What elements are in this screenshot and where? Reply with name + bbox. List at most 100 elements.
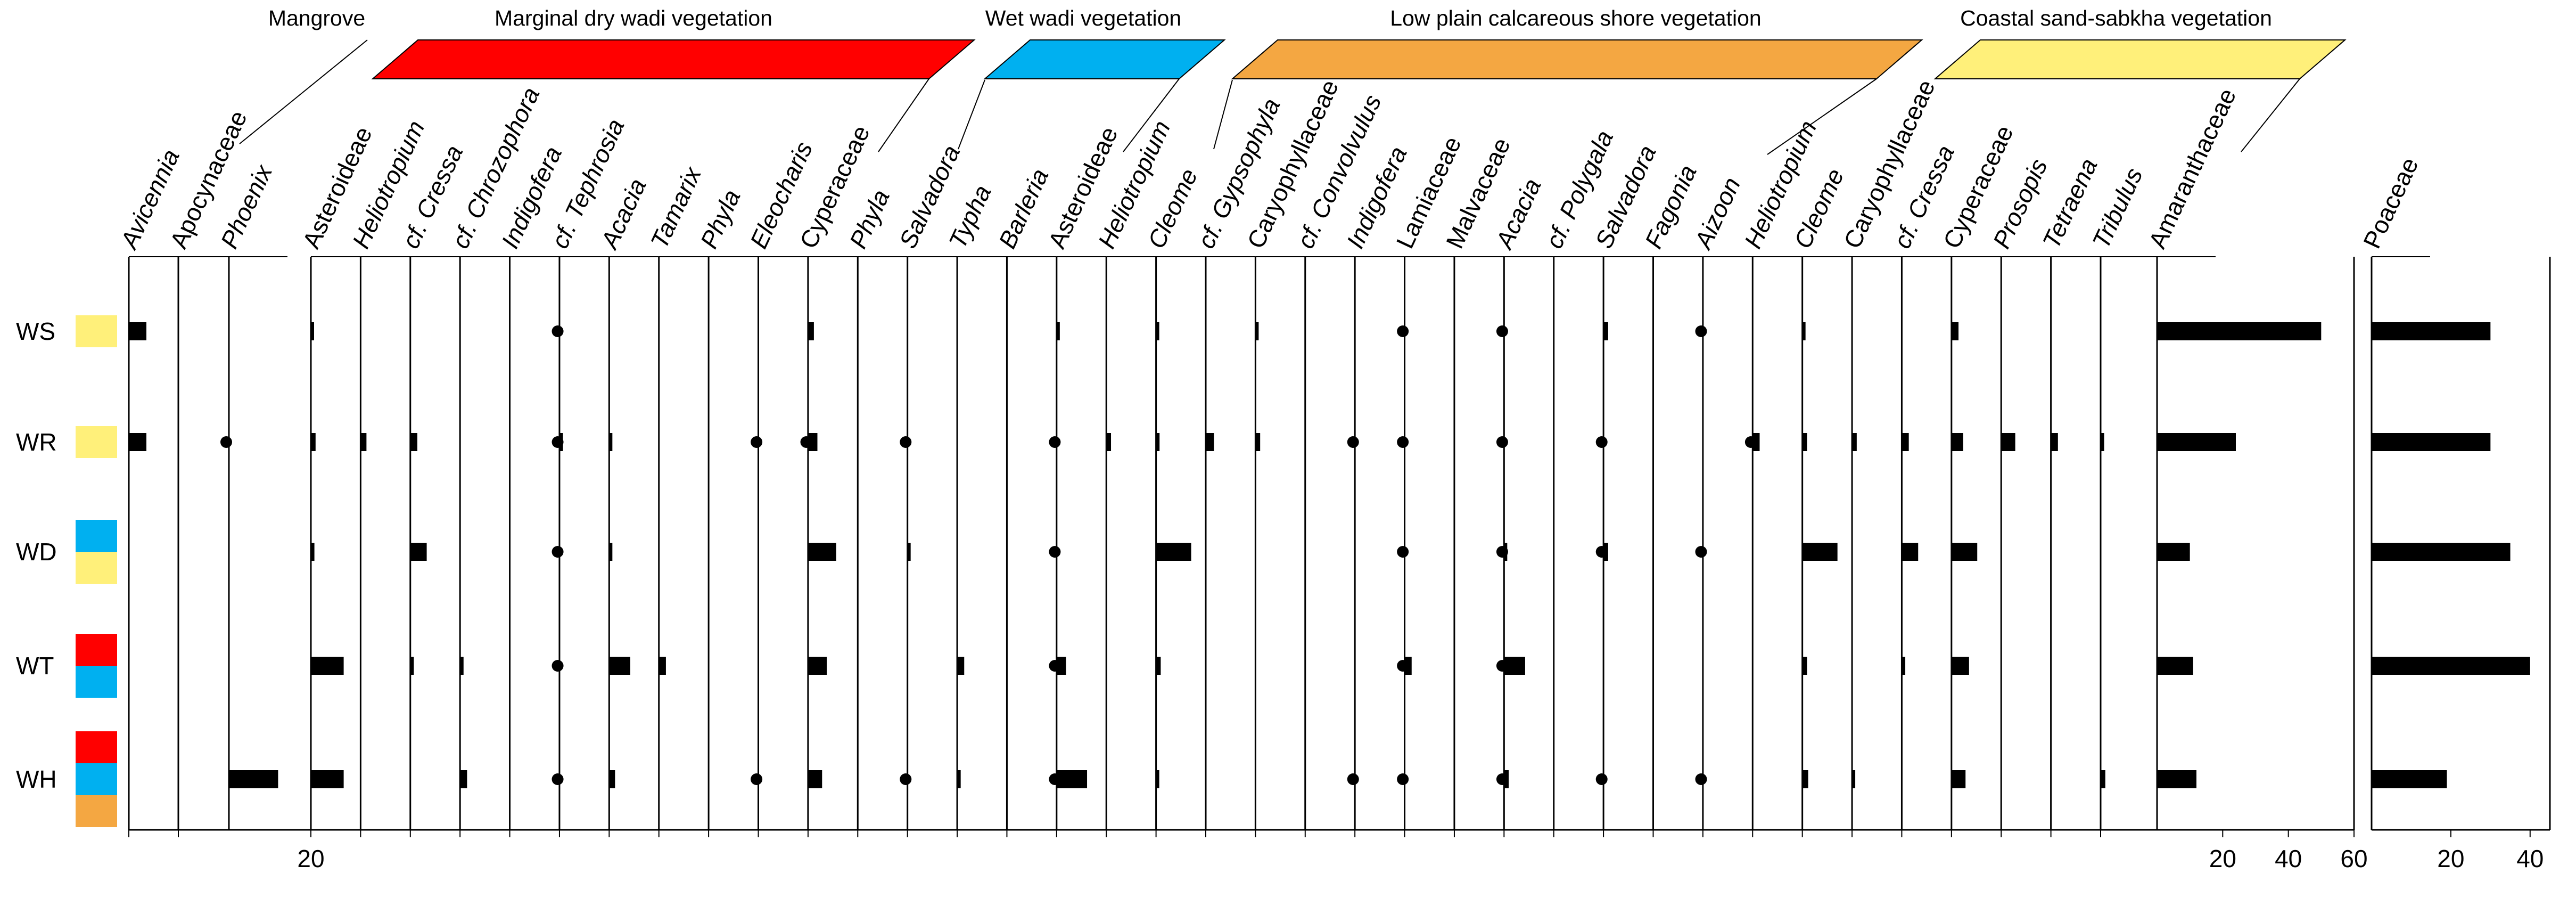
abundance-bar [808,433,818,451]
abundance-bar [609,770,615,788]
abundance-bar [2372,433,2491,451]
abundance-bar [2051,433,2058,451]
abundance-bar [129,433,146,451]
abundance-bar [1056,770,1088,788]
abundance-bar [808,770,822,788]
abundance-bar [1951,657,1969,675]
sample-vegetation-swatch [76,634,117,666]
presence-dot [552,660,564,672]
group-connector [1123,78,1180,152]
abundance-bar [1504,543,1508,561]
presence-dot [1695,773,1707,785]
group-title: Marginal dry wadi vegetation [495,6,772,30]
taxon-label: Acacia [1489,174,1546,254]
presence-dot [751,773,763,785]
abundance-bar [410,433,417,451]
vegetation-group-bands: Mangrove Marginal dry wadi vegetation Wet … [239,6,2347,155]
group-band [1933,39,2347,79]
presence-dot [1347,773,1359,785]
abundance-bar [129,322,146,340]
group-title: Mangrove [268,6,365,30]
taxon-label: Poaceae [2358,153,2424,253]
sample-label: WR [16,428,57,456]
sample-labels: WS WR WD WT WH [16,315,117,827]
abundance-bar [609,657,630,675]
group-connector [958,79,985,150]
group-band [983,39,1226,79]
x-tick-label: 20 [2209,845,2236,872]
abundance-bar [1156,433,1160,451]
abundance-bar [1504,770,1509,788]
abundance-bar [410,543,427,561]
abundance-bar [311,433,316,451]
presence-dot [1397,325,1409,337]
abundance-bar [1902,657,1906,675]
taxon-label: Phyla [844,185,895,252]
x-tick-label: 60 [2340,845,2367,872]
abundance-bar [1255,433,1261,451]
abundance-bar [2372,543,2511,561]
abundance-bar [1802,770,1808,788]
abundance-bar [808,657,827,675]
abundance-bar [2372,657,2530,675]
abundance-bar [559,433,563,451]
abundance-bar [2101,770,2105,788]
abundance-bar [1802,657,1807,675]
taxon-label: Acacia [595,174,652,254]
abundance-bar [957,657,965,675]
abundance-bar [2157,770,2196,788]
sample-label: WS [16,317,55,345]
abundance-bar [311,770,344,788]
presence-dot [900,773,912,785]
sample-label: WD [16,538,57,566]
presence-dot [1695,325,1707,337]
abundance-bar [659,657,666,675]
abundance-bar [1603,543,1608,561]
group-title: Low plain calcareous shore vegetation [1390,6,1761,30]
presence-dot [900,436,912,448]
abundance-bar [1106,433,1112,451]
abundance-bar [1902,543,1919,561]
sample-vegetation-swatch [76,666,117,698]
abundance-bar [311,543,315,561]
group-title: Coastal sand-sabkha vegetation [1960,6,2272,30]
abundance-bar [2157,657,2193,675]
presence-dot [1397,436,1409,448]
abundance-bar [1951,433,1963,451]
abundance-bar [360,433,367,451]
abundance-bar [2157,433,2236,451]
abundance-bar [2001,433,2015,451]
presence-dot [1595,436,1608,448]
abundance-bar [808,322,814,340]
abundance-bar [1056,657,1066,675]
presence-dot [1397,546,1409,558]
sample-vegetation-swatch [76,315,117,347]
abundance-bar [460,770,467,788]
abundance-bar [1951,322,1959,340]
group-title: Wet wadi vegetation [985,6,1181,30]
presence-dot [1496,436,1508,448]
taxon-label: Phyla [695,185,746,252]
presence-dot [552,546,564,558]
x-tick-label: 40 [2516,845,2544,872]
group-band [371,39,976,79]
group-band [1231,39,1923,79]
presence-dot [1695,546,1707,558]
abundance-bar [1603,322,1608,340]
abundance-bar [1156,657,1161,675]
abundance-bar [1852,433,1857,451]
sample-vegetation-swatch [76,731,117,763]
sample-vegetation-swatch [76,763,117,795]
group-connector [239,39,368,144]
taxon-label: Aizoon [1689,173,1746,254]
abundance-bar [460,657,464,675]
abundance-bar [1206,433,1214,451]
abundance-bar [1504,657,1525,675]
x-axis-ticks: 20 20 40 60 20 40 [128,830,2544,872]
presence-dot [1049,436,1061,448]
sample-vegetation-swatch [76,520,117,552]
group-connector [2241,78,2300,152]
presence-dot [1347,436,1359,448]
